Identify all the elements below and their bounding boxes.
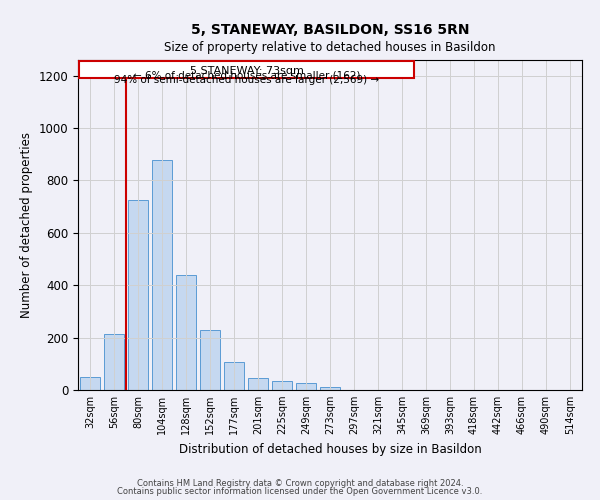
Bar	[128, 200, 148, 390]
Text: 5 STANEWAY: 73sqm: 5 STANEWAY: 73sqm	[190, 66, 304, 76]
Text: 94% of semi-detached houses are larger (2,569) →: 94% of semi-detached houses are larger (…	[114, 75, 379, 85]
Bar	[296, 384, 316, 390]
Bar	[248, 378, 268, 390]
Y-axis label: Number of detached properties: Number of detached properties	[20, 132, 33, 318]
Text: ← 6% of detached houses are smaller (162): ← 6% of detached houses are smaller (162…	[133, 70, 361, 81]
Bar	[224, 362, 244, 390]
Bar	[200, 330, 220, 390]
Bar	[79, 60, 414, 78]
Bar	[176, 275, 196, 390]
X-axis label: Distribution of detached houses by size in Basildon: Distribution of detached houses by size …	[179, 442, 481, 456]
Text: Contains HM Land Registry data © Crown copyright and database right 2024.: Contains HM Land Registry data © Crown c…	[137, 478, 463, 488]
Bar	[320, 388, 340, 390]
Text: Contains public sector information licensed under the Open Government Licence v3: Contains public sector information licen…	[118, 487, 482, 496]
Bar	[152, 160, 172, 390]
Text: 5, STANEWAY, BASILDON, SS16 5RN: 5, STANEWAY, BASILDON, SS16 5RN	[191, 22, 469, 36]
Bar	[80, 377, 100, 390]
Text: Size of property relative to detached houses in Basildon: Size of property relative to detached ho…	[164, 41, 496, 54]
Bar	[272, 381, 292, 390]
Bar	[104, 334, 124, 390]
